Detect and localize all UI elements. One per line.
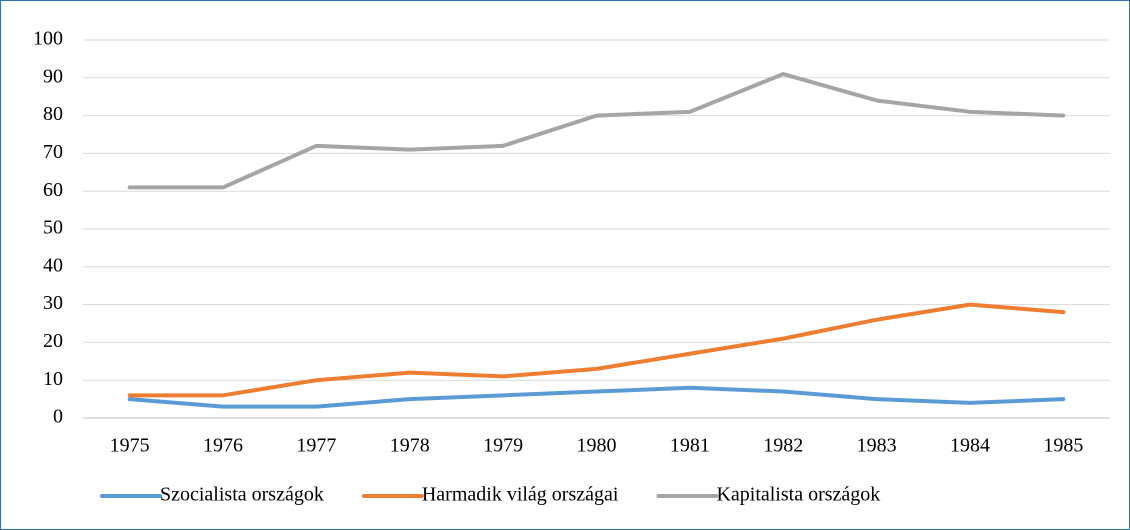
- y-tick-label: 30: [43, 292, 63, 314]
- y-tick-label: 100: [33, 28, 63, 50]
- x-tick-label: 1975: [110, 435, 150, 457]
- y-tick-label: 60: [43, 179, 63, 201]
- x-tick-label: 1976: [203, 435, 243, 457]
- y-tick-label: 20: [43, 330, 63, 352]
- x-tick-label: 1982: [763, 435, 803, 457]
- y-tick-label: 70: [43, 141, 63, 163]
- x-tick-label: 1984: [950, 435, 990, 457]
- y-tick-label: 90: [43, 65, 63, 87]
- legend-label: Harmadik világ országai: [422, 484, 619, 506]
- x-tick-label: 1979: [483, 435, 523, 457]
- x-tick-label: 1985: [1043, 435, 1083, 457]
- y-tick-label: 50: [43, 217, 63, 239]
- x-tick-label: 1983: [857, 435, 897, 457]
- y-tick-label: 0: [53, 406, 63, 428]
- y-tick-label: 40: [43, 254, 63, 276]
- y-tick-label: 10: [43, 368, 63, 390]
- series-line: [127, 385, 1066, 409]
- x-tick-label: 1981: [670, 435, 710, 457]
- series-line: [127, 72, 1066, 190]
- x-tick-label: 1980: [577, 435, 617, 457]
- series-line: [127, 302, 1066, 398]
- y-tick-label: 80: [43, 103, 63, 125]
- x-tick-label: 1977: [296, 435, 336, 457]
- x-tick-label: 1978: [390, 435, 430, 457]
- legend-label: Kapitalista országok: [716, 484, 880, 506]
- legend-label: Szocialista országok: [160, 484, 324, 506]
